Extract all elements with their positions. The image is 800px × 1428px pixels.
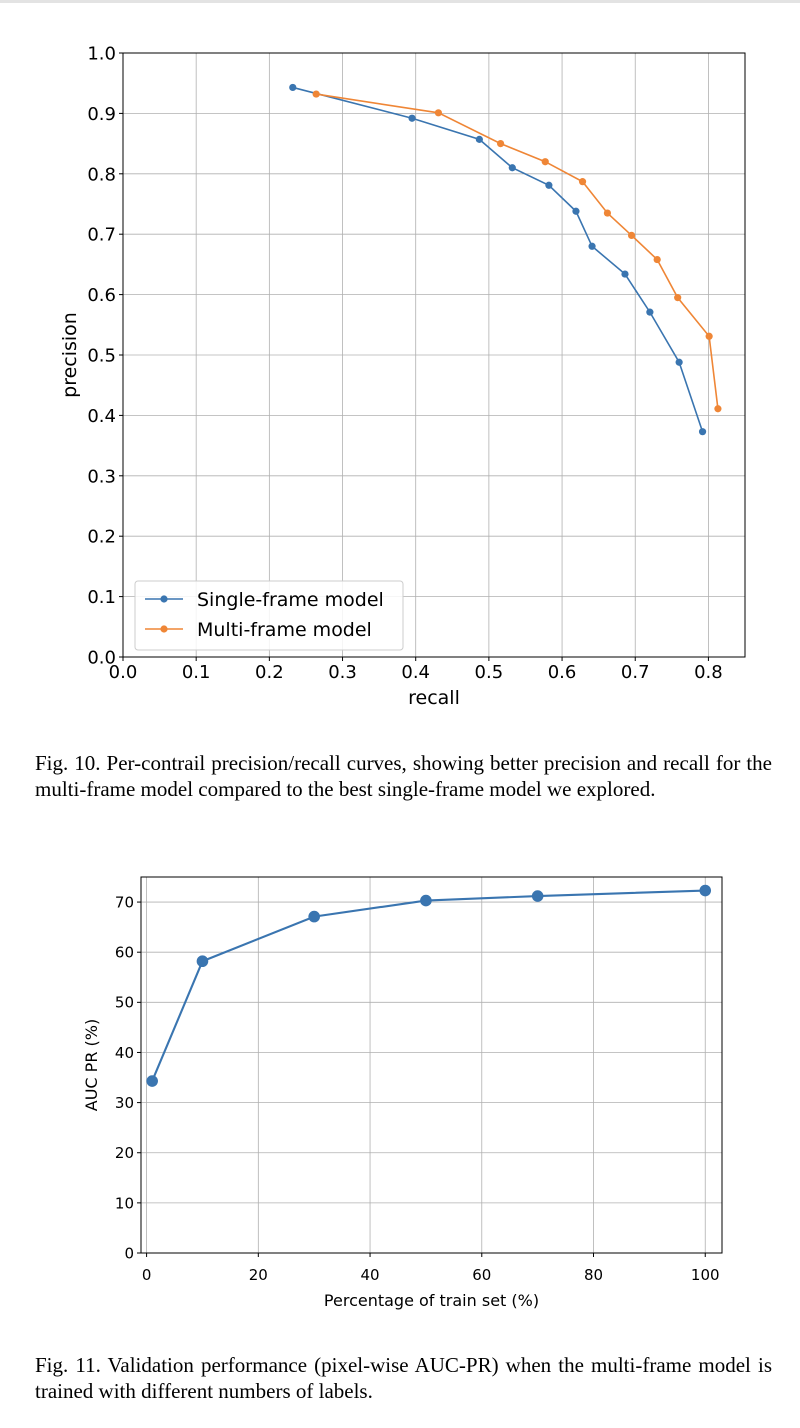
series-1-point <box>621 270 629 278</box>
series-1-point <box>408 114 416 122</box>
figure-10: 0.0 0.1 0.2 0.3 0.4 0.5 0.6 0.7 0.8 0.0 0.1 0.2 0.3 0… <box>59 43 746 709</box>
x-tick-label: 0.7 <box>621 662 650 683</box>
x-tick-label: 0.5 <box>475 662 504 683</box>
legend-marker-1 <box>160 595 168 603</box>
x-tick-label: 0.1 <box>182 662 211 683</box>
x-tick-label: 0.4 <box>401 662 430 683</box>
legend-entry-1: Single-frame model <box>197 589 384 611</box>
y-tick-label: 0.4 <box>87 406 116 427</box>
y-tick-label: 0.8 <box>87 164 116 185</box>
y-tick-label: 60 <box>115 944 134 962</box>
y-tick-label: 0.2 <box>87 527 116 548</box>
y-tick-label: 0.3 <box>87 466 116 487</box>
figure-11: 0 20 40 60 80 100 0 10 20 30 40 50 60 70 Percentage of… <box>0 850 800 1330</box>
series-line-1 <box>151 889 706 1082</box>
plot-frame <box>140 876 723 1254</box>
x-tick-label: 60 <box>472 1266 491 1284</box>
x-tick-label: 0.6 <box>548 662 577 683</box>
series-1-point <box>146 1075 158 1087</box>
series-1-point <box>588 242 596 250</box>
y-tick-label: 0.0 <box>87 647 116 668</box>
series-1-point <box>289 83 297 92</box>
series-2-point <box>541 158 549 166</box>
y-tick-label: 0.7 <box>87 225 116 246</box>
x-tick-label: 20 <box>249 1266 268 1284</box>
series-2-point <box>312 90 320 98</box>
series-1-point <box>545 181 553 189</box>
series-1-point <box>420 894 432 907</box>
series-2-point <box>627 231 636 240</box>
figure-11-caption: Fig. 11. Validation performance (pixel-w… <box>35 1353 772 1403</box>
series-line-1 <box>292 86 704 432</box>
x-tick-label: 0.8 <box>694 662 723 683</box>
y-tick-label: 40 <box>115 1044 134 1062</box>
x-tick-label: 0.3 <box>328 662 357 683</box>
y-tick-label: 30 <box>115 1094 134 1112</box>
legend-entry-2: Multi-frame model <box>197 619 372 641</box>
y-tick-label: 1.0 <box>87 43 116 64</box>
y-tick-label: 70 <box>115 893 134 911</box>
series-1-point <box>572 207 580 215</box>
y-tick-label: 50 <box>115 994 134 1012</box>
y-tick-label: 10 <box>115 1194 134 1212</box>
x-tick-label: 80 <box>584 1266 603 1284</box>
series-2-point <box>705 332 713 340</box>
legend-box <box>134 580 404 651</box>
y-tick-label: 20 <box>115 1144 134 1162</box>
y-tick-label: 0.9 <box>87 104 116 125</box>
series-2-point <box>714 405 722 413</box>
x-tick-label: 0.2 <box>255 662 284 683</box>
y-tick-label: 0.6 <box>87 285 116 306</box>
y-tick-label: 0.5 <box>87 345 116 366</box>
y-axis-label: AUC PR (%) <box>82 1019 101 1111</box>
x-tick-label: 0.0 <box>109 662 138 683</box>
top-border <box>0 0 800 3</box>
pr-curve-chart: 0.0 0.1 0.2 0.3 0.4 0.5 0.6 0.7 0.8 0.0 0.1 0.2 0.3 0… <box>59 43 746 709</box>
auc-pr-chart: 0 20 40 60 80 100 0 10 20 30 40 50 60 70 Percentage of… <box>82 876 723 1310</box>
series-2-point <box>496 140 505 148</box>
series-2-point <box>578 178 587 186</box>
series-line-2 <box>316 93 719 409</box>
legend-marker-2 <box>160 625 168 633</box>
figure-10-caption: Fig. 10. Per-contrail precision/recall c… <box>35 751 772 801</box>
series-2-point <box>674 294 682 302</box>
y-tick-label: 0 <box>124 1244 134 1262</box>
x-axis-label: recall <box>408 687 460 709</box>
series-2-point <box>603 209 612 217</box>
series-1-point <box>646 308 654 316</box>
series-2-point <box>653 255 661 264</box>
y-axis-label: precision <box>59 312 81 398</box>
series-1-point <box>308 910 320 923</box>
x-axis-label: Percentage of train set (%) <box>324 1291 539 1310</box>
series-1-point <box>196 955 209 968</box>
y-tick-label: 0.1 <box>87 587 116 608</box>
x-tick-label: 100 <box>691 1266 720 1284</box>
x-tick-label: 0 <box>142 1266 152 1284</box>
series-1-point <box>531 890 544 902</box>
series-1-point <box>698 428 707 436</box>
series-1-point <box>699 884 712 897</box>
x-tick-label: 40 <box>361 1266 380 1284</box>
series-1-point <box>508 164 516 172</box>
series-1-point <box>675 358 683 366</box>
series-2-point <box>434 109 442 117</box>
series-1-point <box>475 135 483 143</box>
